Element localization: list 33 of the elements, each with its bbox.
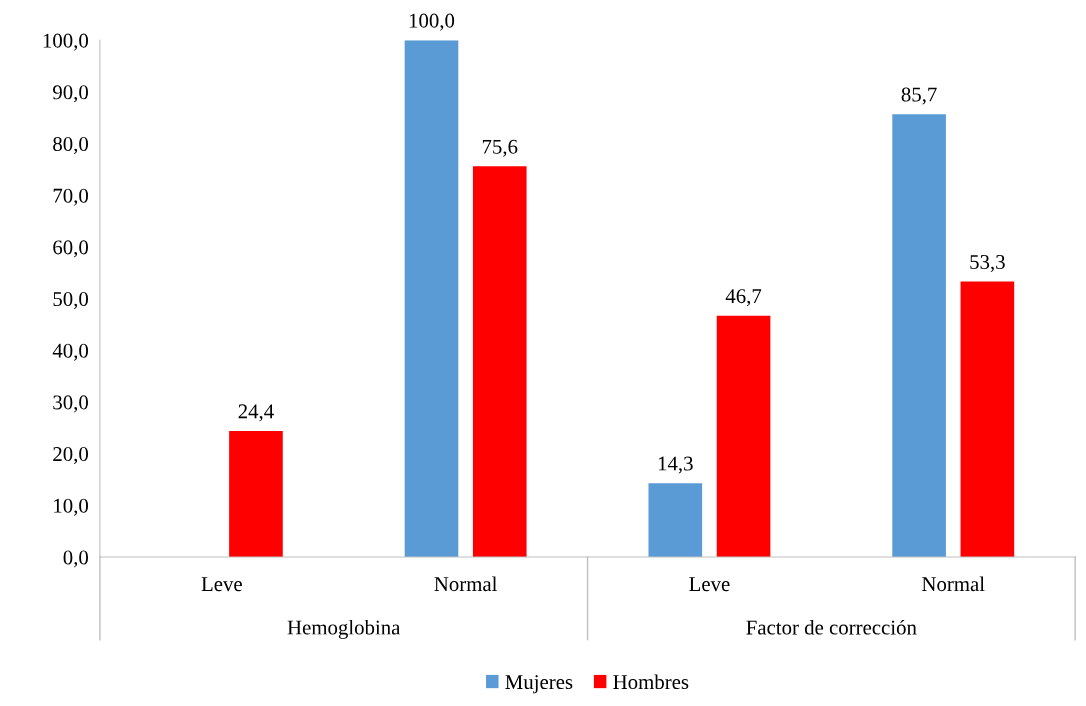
bar	[960, 281, 1015, 558]
bar	[892, 114, 946, 558]
data-label: 14,3	[658, 456, 693, 474]
y-tick-label: 70,0	[53, 188, 89, 206]
y-tick-label: 10,0	[54, 498, 89, 516]
y-tick-label: 40,0	[52, 343, 89, 361]
data-label: 85,7	[901, 87, 937, 105]
y-tick-label: 100,0	[43, 33, 89, 51]
y-tick-label: 0,0	[63, 550, 89, 568]
y-tick-label: 20,0	[53, 447, 89, 465]
legend-label: Mujeres	[505, 675, 573, 694]
y-tick-label: 60,0	[53, 240, 89, 258]
bar	[229, 430, 283, 558]
bar	[404, 40, 459, 558]
text: Hemoglobina	[287, 619, 401, 639]
text: Factor de corrección	[746, 619, 917, 635]
data-label: 24,4	[238, 404, 274, 422]
y-tick-label: 50,0	[53, 292, 89, 310]
y-tick-label: 90,0	[53, 85, 89, 103]
y-tick-label: 80,0	[53, 136, 89, 155]
y-tick-label: 30,0	[53, 395, 89, 413]
x-tick-label: Leve	[689, 577, 730, 592]
bar	[716, 315, 771, 558]
data-label: 100,0	[409, 13, 455, 31]
x-tick-label: Normal	[434, 576, 498, 592]
data-label: 46,7	[725, 289, 762, 307]
x-tick-label: Leve	[201, 577, 242, 592]
legend-label: Hombres	[613, 674, 689, 690]
x-tick-label: Normal	[922, 576, 985, 592]
bar	[648, 483, 703, 558]
data-label: 53,3	[970, 255, 1005, 273]
bar	[472, 166, 527, 558]
data-label: 75,6	[482, 139, 518, 157]
